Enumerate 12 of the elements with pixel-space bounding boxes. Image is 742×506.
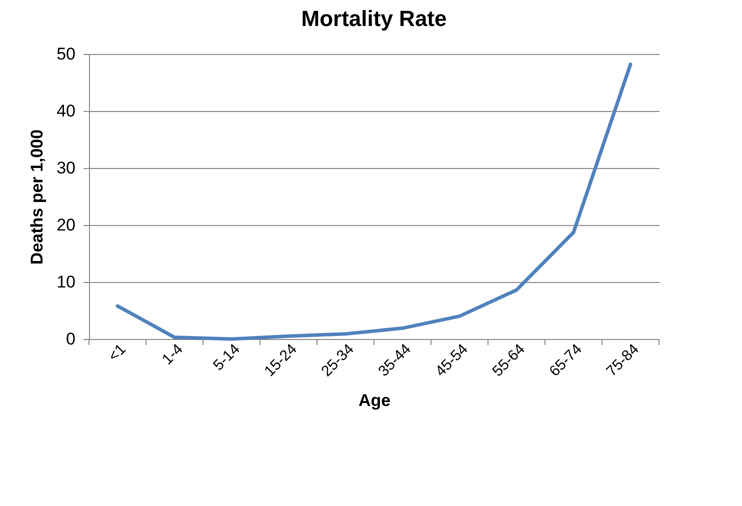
y-tick-label: 40 — [56, 102, 76, 120]
y-tick-label: 0 — [66, 330, 76, 348]
y-tick-label: 10 — [56, 272, 76, 292]
x-tick-label: <1 — [105, 340, 130, 365]
y-tick-label: 30 — [56, 158, 76, 178]
chart-title: Mortality Rate — [301, 6, 447, 31]
y-tick-label: 20 — [56, 216, 76, 234]
line-series — [116, 62, 632, 341]
y-tick-label: 50 — [56, 44, 76, 64]
y-axis-title: Deaths per 1,000 — [28, 129, 47, 265]
x-tick-label: 1-4 — [158, 340, 186, 368]
x-axis-title: Age — [358, 391, 391, 410]
